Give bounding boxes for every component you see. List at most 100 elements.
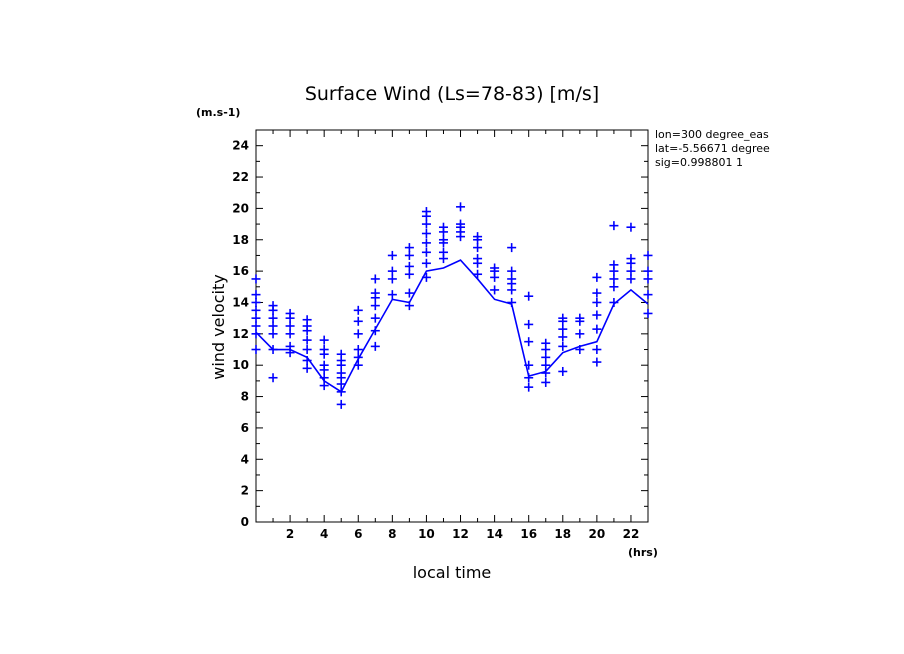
wind-sample-point — [370, 341, 380, 351]
wind-sample-point — [643, 274, 653, 284]
wind-sample-point — [404, 269, 414, 279]
wind-sample-point — [404, 288, 414, 298]
wind-sample-point — [336, 399, 346, 409]
wind-sample-point — [592, 324, 602, 334]
wind-sample-point — [473, 243, 483, 253]
wind-sample-point — [404, 250, 414, 260]
wind-sample-point — [541, 377, 551, 387]
wind-sample-point — [302, 335, 312, 345]
y-axis-label: wind velocity — [209, 274, 228, 379]
y-tick-label: 6 — [241, 421, 249, 435]
plot-frame — [255, 129, 649, 523]
y-tick-label: 16 — [232, 264, 249, 278]
wind-sample-point — [251, 345, 261, 355]
wind-sample-point — [643, 266, 653, 276]
y-tick-label: 18 — [232, 233, 249, 247]
wind-sample-point — [507, 266, 517, 276]
wind-sample-point — [473, 254, 483, 264]
wind-sample-point — [302, 345, 312, 355]
wind-sample-point — [404, 243, 414, 253]
mean-wind-line — [255, 259, 649, 394]
wind-sample-point — [251, 290, 261, 300]
wind-sample-point — [524, 337, 534, 347]
info-clip — [780, 125, 820, 175]
wind-sample-point — [387, 266, 397, 276]
wind-sample-point — [626, 254, 636, 264]
wind-sample-point — [643, 250, 653, 260]
wind-sample-point — [353, 329, 363, 339]
wind-sample-point — [353, 316, 363, 326]
wind-sample-point — [268, 321, 278, 331]
wind-sample-point — [302, 363, 312, 373]
x-tick-label: 14 — [486, 527, 503, 541]
wind-sample-point — [268, 301, 278, 311]
wind-sample-point — [421, 219, 431, 229]
wind-sample-point — [370, 288, 380, 298]
wind-sample-point — [421, 207, 431, 217]
wind-sample-point — [438, 222, 448, 232]
wind-sample-point — [592, 272, 602, 282]
wind-sample-point — [387, 274, 397, 284]
y-tick-label: 22 — [232, 170, 249, 184]
wind-sample-point — [285, 329, 295, 339]
wind-sample-point — [541, 338, 551, 348]
wind-sample-point — [575, 313, 585, 323]
y-tick-label: 10 — [232, 358, 249, 372]
wind-sample-point — [438, 247, 448, 257]
info-line-lon: lon=300 degree_eas — [655, 128, 769, 141]
wind-sample-point — [251, 321, 261, 331]
y-unit-label: (m.s-1) — [196, 106, 240, 119]
wind-sample-point — [319, 335, 329, 345]
wind-sample-point — [421, 238, 431, 248]
wind-sample-point — [490, 263, 500, 273]
wind-sample-point — [421, 258, 431, 268]
y-tick-label: 2 — [241, 484, 249, 498]
wind-sample-point — [524, 319, 534, 329]
wind-sample-point — [626, 222, 636, 232]
x-tick-label: 20 — [589, 527, 606, 541]
wind-sample-point — [541, 360, 551, 370]
wind-sample-point — [609, 221, 619, 231]
wind-sample-point — [370, 313, 380, 323]
wind-sample-point — [592, 357, 602, 367]
y-tick-label: 20 — [232, 201, 249, 215]
x-tick-label: 8 — [388, 527, 396, 541]
wind-sample-point — [353, 305, 363, 315]
wind-sample-point — [643, 290, 653, 300]
data-marks — [251, 202, 653, 409]
wind-sample-point — [524, 382, 534, 392]
wind-sample-point — [421, 247, 431, 257]
wind-sample-point — [268, 313, 278, 323]
x-tick-label: 4 — [320, 527, 328, 541]
wind-sample-point — [456, 219, 466, 229]
x-tick-label: 2 — [286, 527, 294, 541]
wind-sample-point — [251, 313, 261, 323]
wind-sample-point — [319, 381, 329, 391]
wind-sample-point — [285, 308, 295, 318]
wind-sample-point — [387, 290, 397, 300]
wind-sample-point — [592, 345, 602, 355]
wind-sample-point — [490, 285, 500, 295]
wind-sample-point — [285, 321, 295, 331]
wind-sample-point — [438, 235, 448, 245]
info-line-lat: lat=-5.56671 degree — [655, 142, 770, 155]
wind-sample-point — [643, 308, 653, 318]
x-unit-label: (hrs) — [628, 546, 658, 559]
x-tick-label: 22 — [623, 527, 640, 541]
wind-sample-point — [473, 269, 483, 279]
x-tick-label: 10 — [418, 527, 435, 541]
x-tick-label: 18 — [554, 527, 571, 541]
wind-sample-point — [575, 329, 585, 339]
wind-sample-point — [353, 345, 363, 355]
wind-sample-point — [473, 232, 483, 242]
y-tick-label: 4 — [241, 452, 249, 466]
wind-sample-point — [507, 243, 517, 253]
wind-sample-point — [626, 266, 636, 276]
wind-sample-point — [592, 297, 602, 307]
wind-sample-point — [370, 301, 380, 311]
wind-sample-point — [251, 297, 261, 307]
wind-sample-point — [251, 305, 261, 315]
wind-sample-point — [507, 274, 517, 284]
wind-sample-point — [609, 282, 619, 292]
